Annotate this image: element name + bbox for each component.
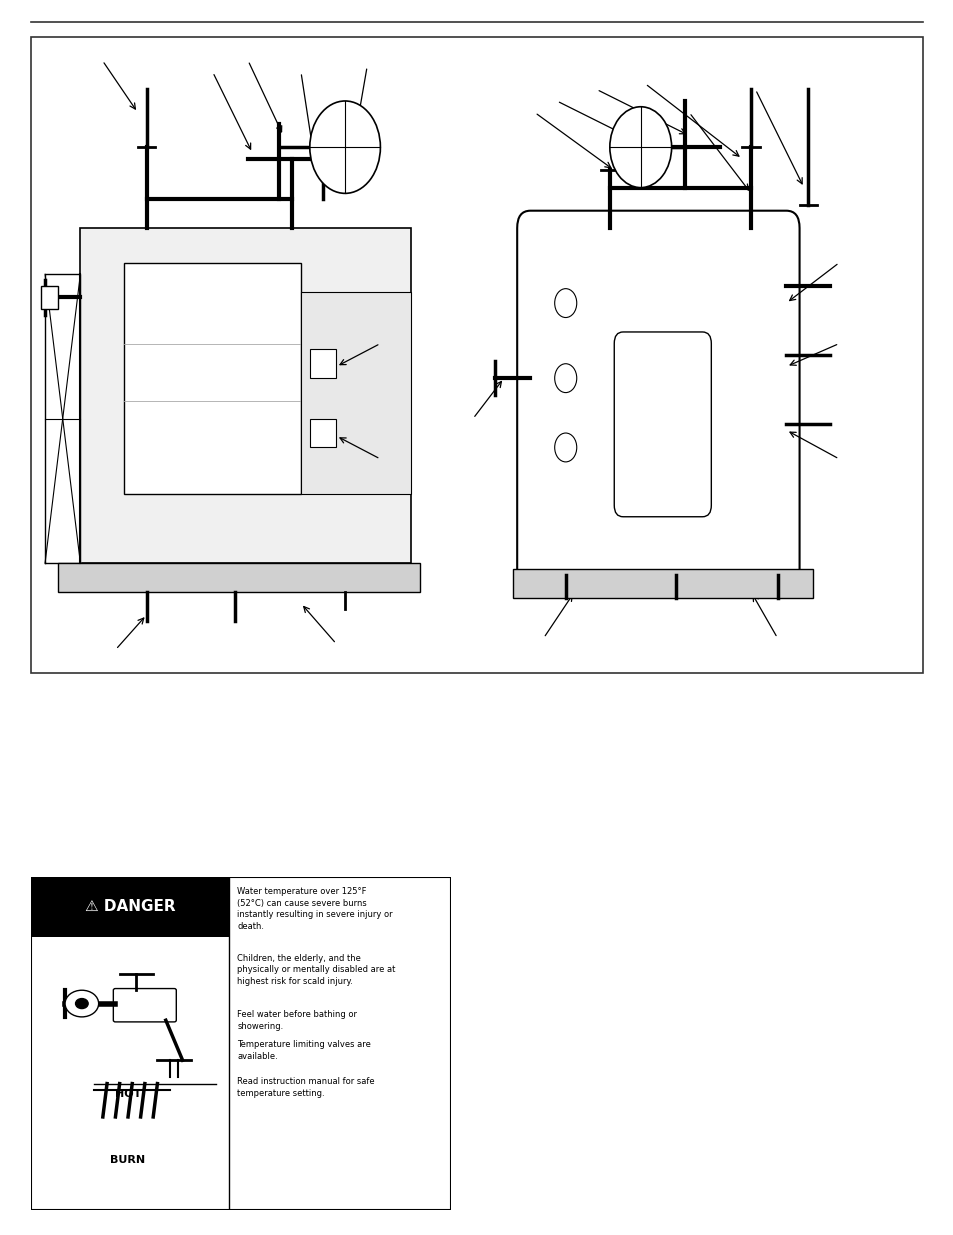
Bar — [58, 563, 419, 592]
Bar — [31, 37, 923, 673]
Bar — [124, 263, 301, 494]
Polygon shape — [45, 274, 80, 563]
FancyBboxPatch shape — [113, 988, 176, 1021]
Text: ⚠ DANGER: ⚠ DANGER — [85, 899, 175, 914]
FancyBboxPatch shape — [614, 332, 711, 516]
Text: HOT: HOT — [114, 1088, 141, 1099]
Bar — [301, 291, 411, 494]
Bar — [513, 569, 812, 598]
Bar — [310, 350, 336, 378]
Text: BURN: BURN — [111, 1155, 146, 1166]
Circle shape — [65, 990, 98, 1016]
Bar — [310, 419, 336, 447]
Circle shape — [554, 433, 577, 462]
Circle shape — [554, 364, 577, 393]
Text: Temperature limiting valves are
available.: Temperature limiting valves are availabl… — [237, 1040, 371, 1061]
Circle shape — [75, 999, 88, 1009]
Circle shape — [609, 106, 671, 188]
Bar — [41, 285, 58, 309]
Text: Children, the elderly, and the
physically or mentally disabled are at
highest ri: Children, the elderly, and the physicall… — [237, 953, 395, 986]
Circle shape — [554, 289, 577, 317]
Bar — [80, 228, 411, 563]
Bar — [31, 877, 229, 937]
Text: Read instruction manual for safe
temperature setting.: Read instruction manual for safe tempera… — [237, 1077, 375, 1098]
FancyBboxPatch shape — [517, 211, 799, 592]
Text: Water temperature over 125°F
(52°C) can cause severe burns
instantly resulting i: Water temperature over 125°F (52°C) can … — [237, 887, 393, 931]
Text: Feel water before bathing or
showering.: Feel water before bathing or showering. — [237, 1010, 356, 1031]
Circle shape — [310, 101, 380, 194]
